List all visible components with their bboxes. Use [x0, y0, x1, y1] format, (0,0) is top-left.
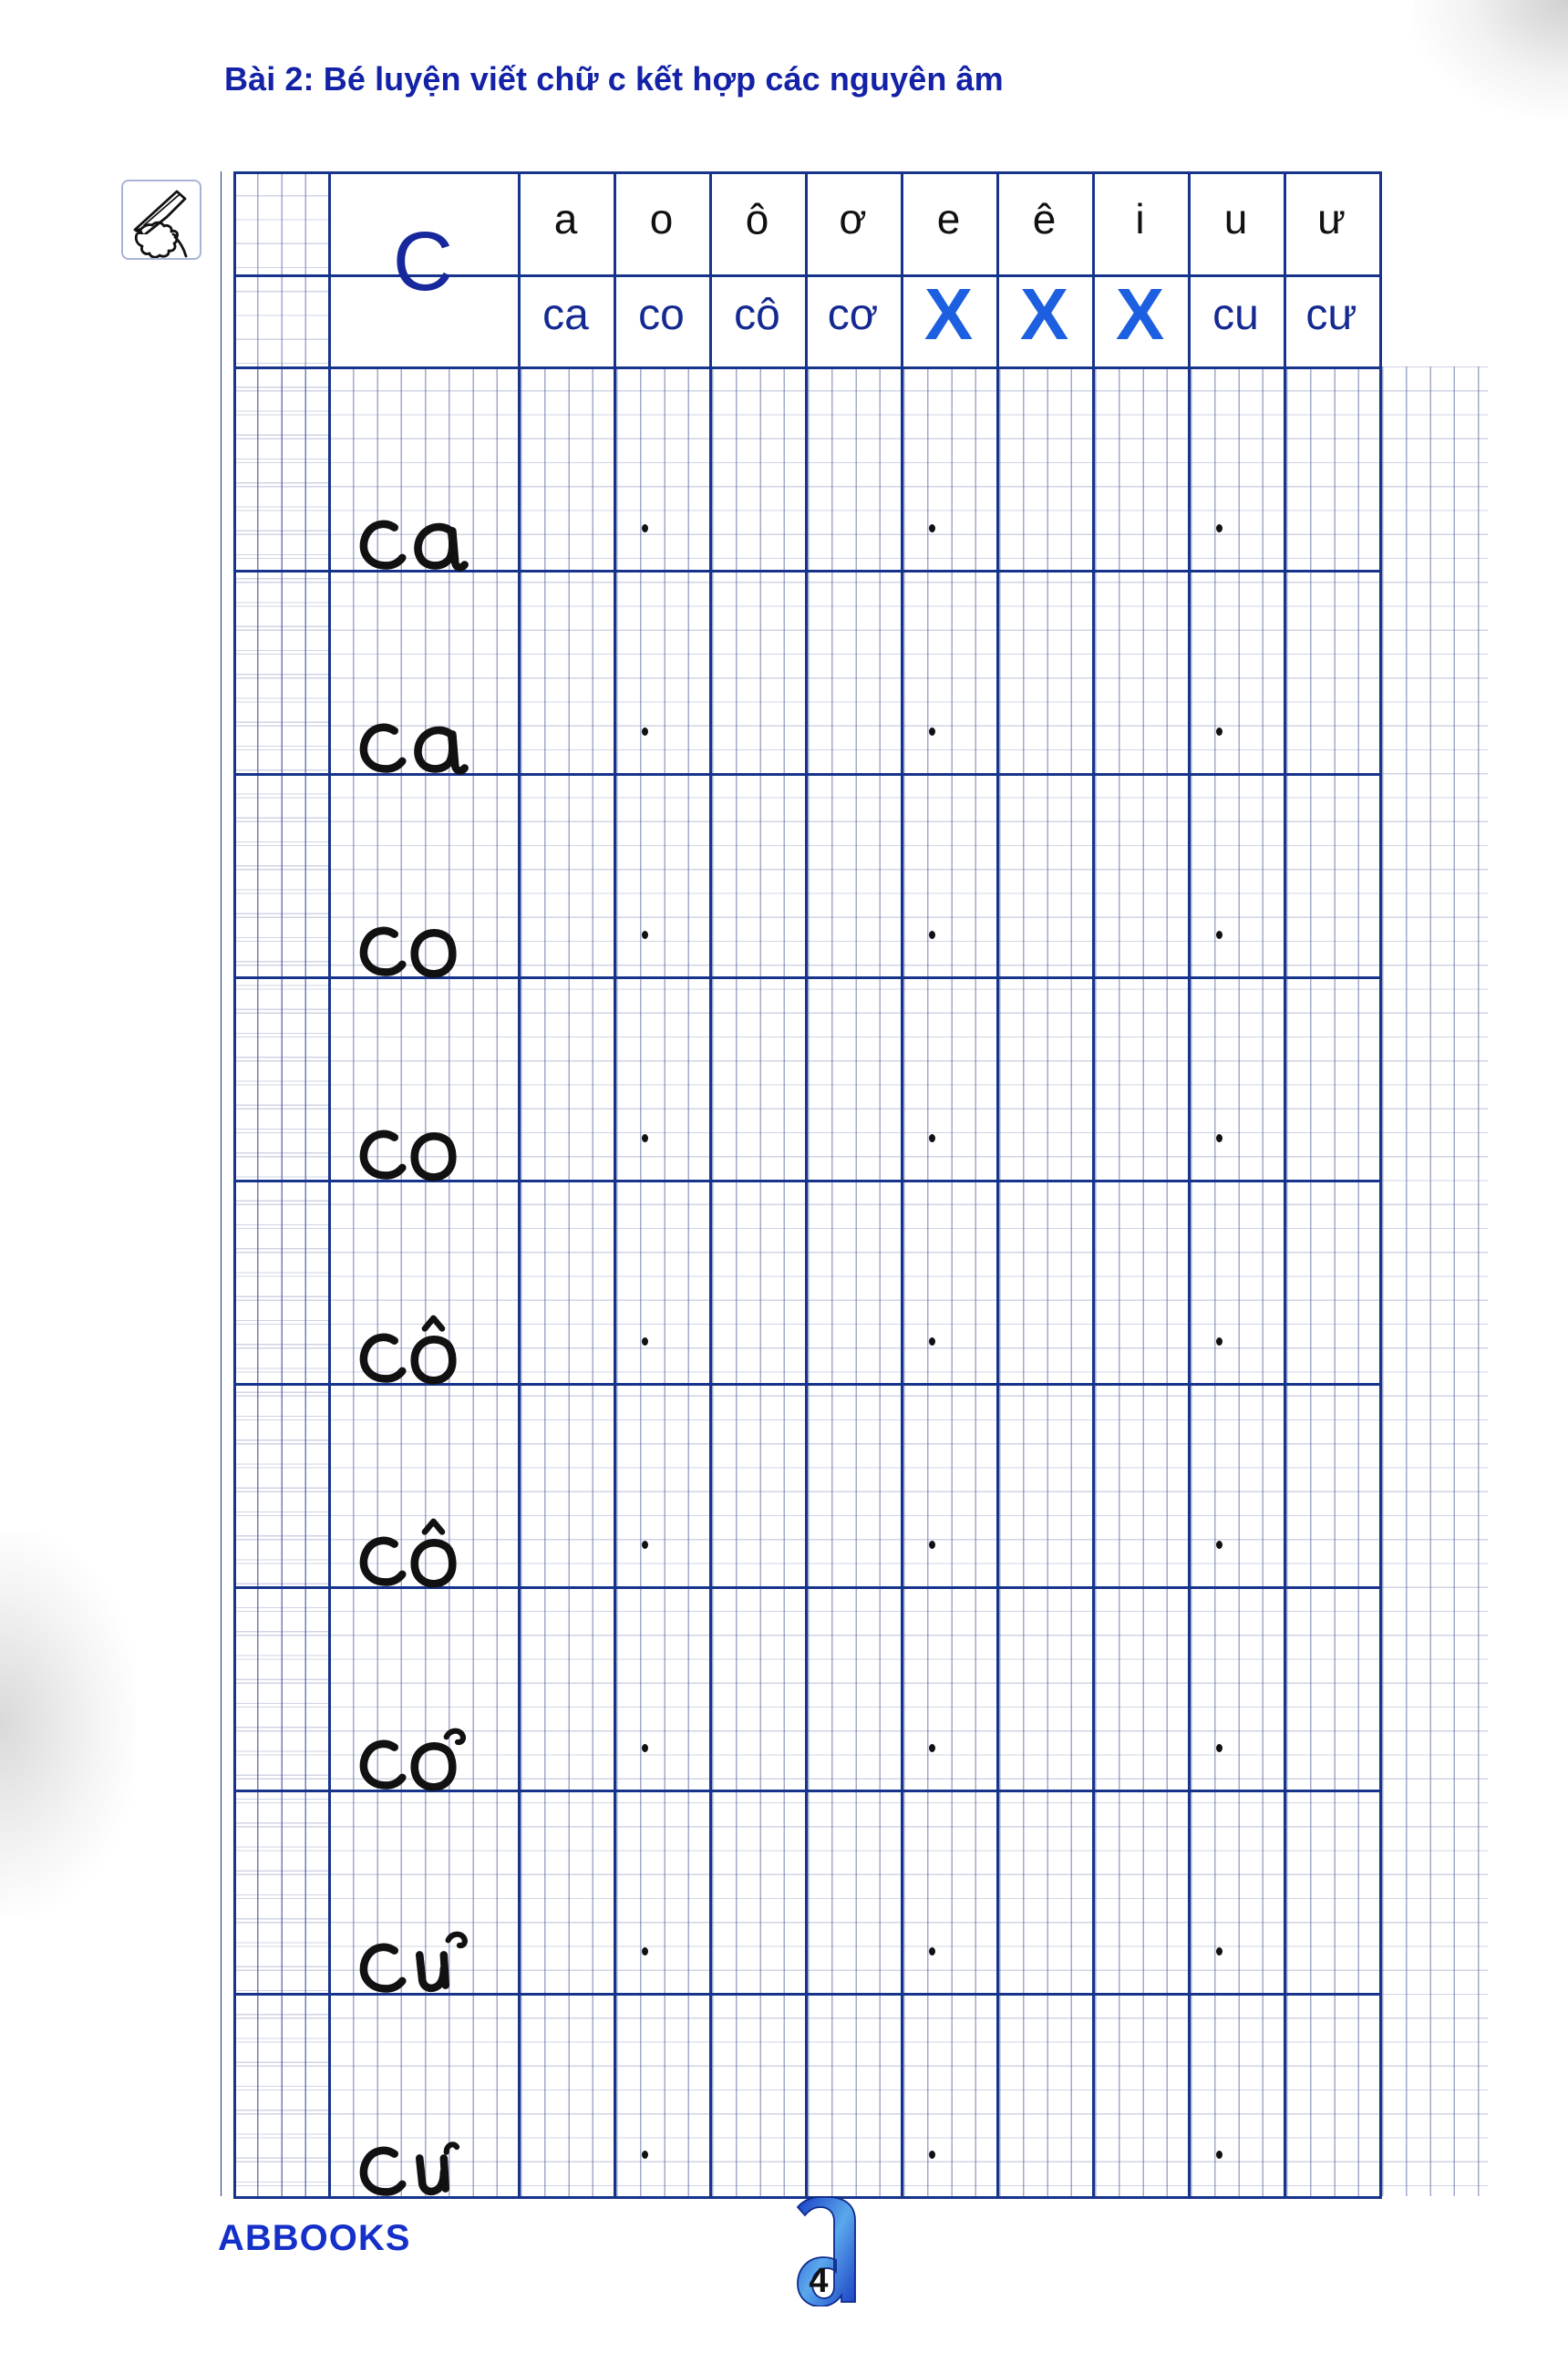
- svg-text:4: 4: [809, 2262, 828, 2300]
